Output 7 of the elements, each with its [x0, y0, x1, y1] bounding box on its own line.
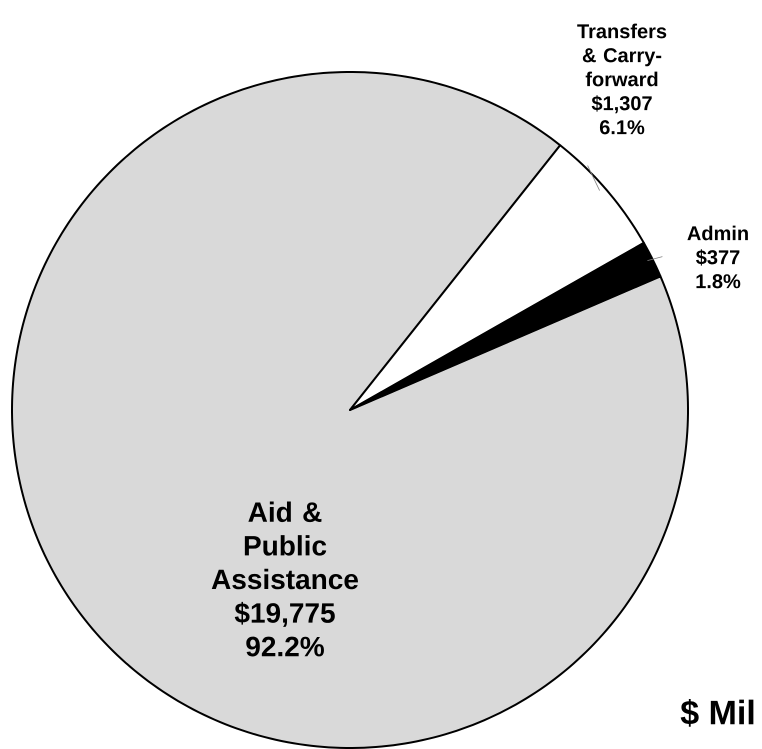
slice-label: Aid & Public Assistance [212, 502, 358, 590]
data-label: $377 1.8% [696, 249, 740, 288]
data-label: $19,775 92.2% [234, 602, 335, 656]
text: $ Mil [680, 699, 754, 727]
slice-label: Transfers & Carry-forward [577, 24, 666, 86]
slice-label: Admin [687, 226, 748, 240]
data-label: $1,307 6.1% [592, 95, 652, 134]
